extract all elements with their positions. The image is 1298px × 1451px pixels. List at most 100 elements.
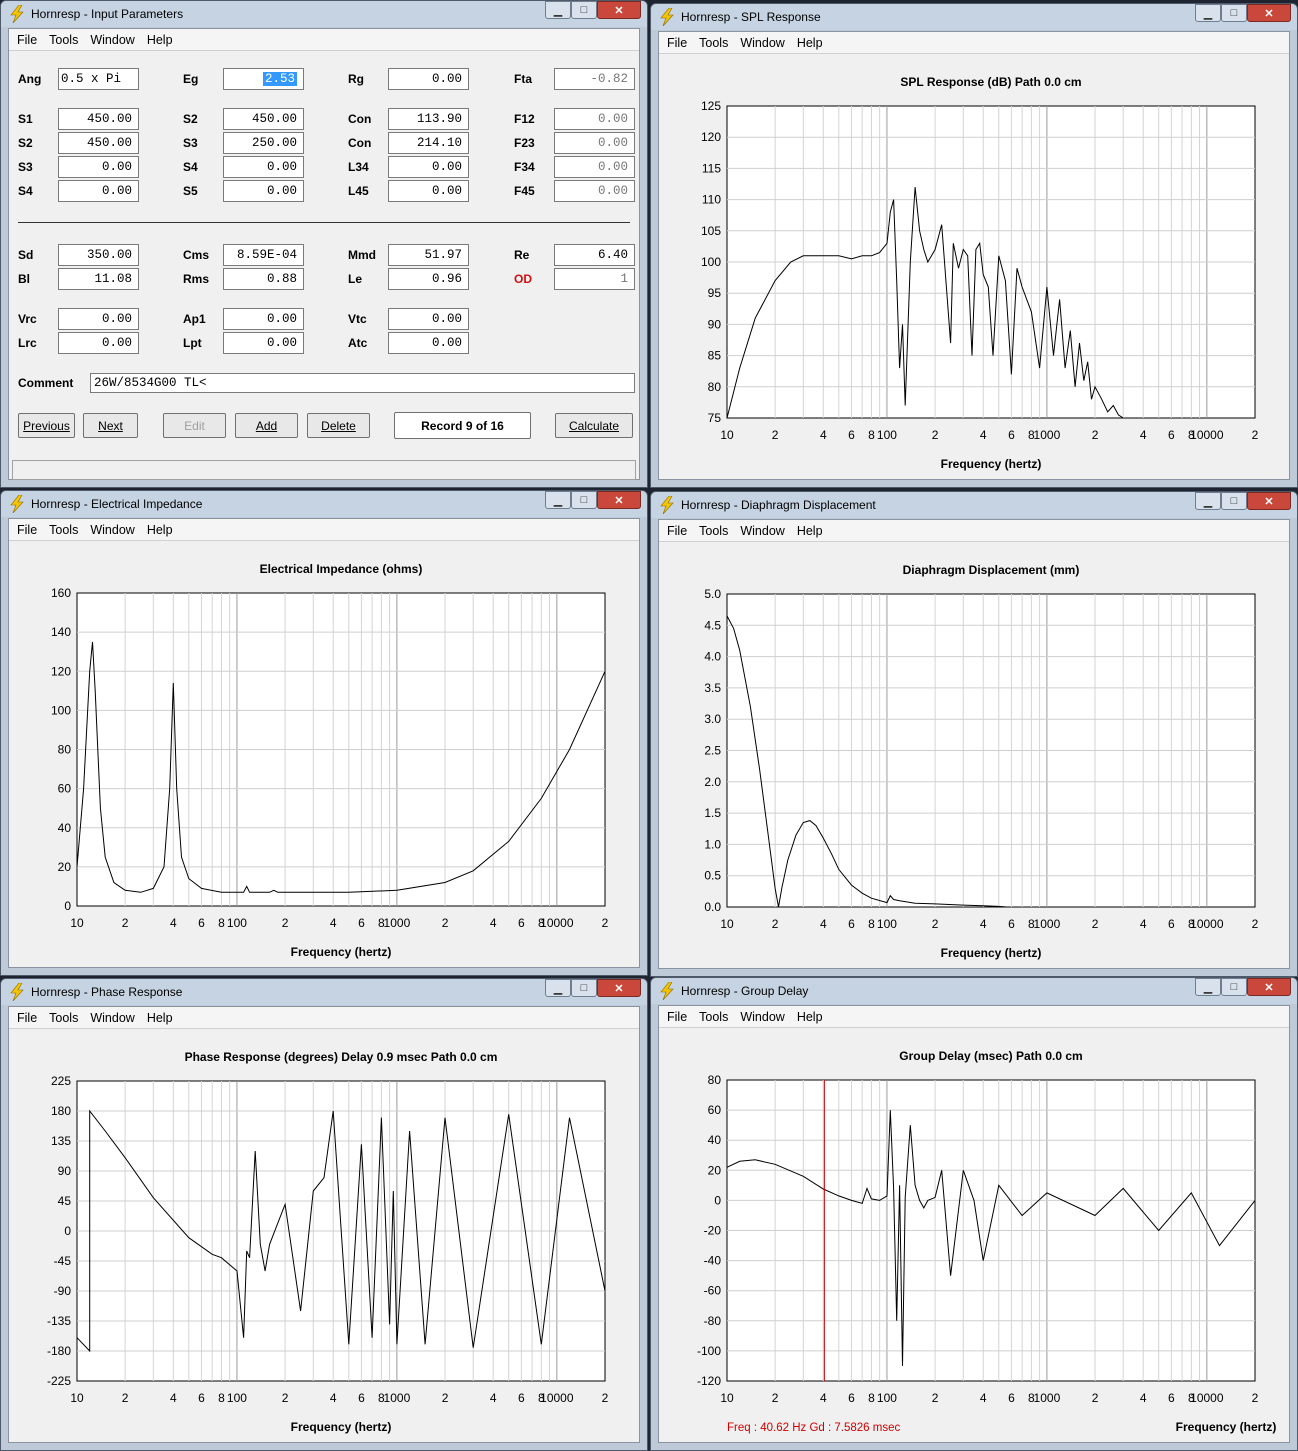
menu-tools[interactable]: Tools	[49, 32, 79, 47]
plot-area[interactable]: Electrical Impedance (ohms) 160 140 120 100 8…	[9, 541, 639, 967]
menu-help[interactable]: Help	[146, 32, 173, 47]
previous-button[interactable]: Previous	[18, 413, 75, 438]
title-bar[interactable]: Hornresp - SPL Response ▁ □ ✕	[651, 4, 1297, 30]
plot-area[interactable]: SPL Response (dB) Path 0.0 cm 125 120 115 11…	[659, 54, 1289, 479]
menu-window[interactable]: Window	[740, 523, 785, 538]
menu-help[interactable]: Help	[796, 35, 823, 50]
close-button[interactable]: ✕	[1247, 492, 1291, 510]
param-field[interactable]: 113.90	[388, 108, 469, 130]
minimize-button[interactable]: ▁	[545, 491, 571, 509]
close-button[interactable]: ✕	[1247, 4, 1291, 22]
param-field[interactable]: 8.59E-04	[223, 244, 304, 266]
plot-area[interactable]: Diaphragm Displacement (mm) 5.0 4.5 4.0 3.5 3…	[659, 542, 1289, 968]
title-bar[interactable]: Hornresp - Group Delay ▁ □ ✕	[651, 978, 1297, 1004]
param-field[interactable]: 2.53	[223, 68, 304, 90]
menu-tools[interactable]: Tools	[699, 523, 729, 538]
close-button[interactable]: ✕	[597, 979, 641, 997]
x-tick-label: 6	[198, 916, 205, 930]
param-field[interactable]: 11.08	[58, 268, 139, 290]
delete-button[interactable]: Delete	[307, 413, 370, 438]
menu-tools[interactable]: Tools	[699, 35, 729, 50]
param-field[interactable]: 0.00	[388, 68, 469, 90]
minimize-button[interactable]: ▁	[1195, 4, 1221, 22]
param-field[interactable]: 0.00	[223, 332, 304, 354]
param-field[interactable]: 6.40	[554, 244, 635, 266]
close-button[interactable]: ✕	[597, 1, 641, 19]
menu-help[interactable]: Help	[146, 1010, 173, 1025]
param-field[interactable]: 250.00	[223, 132, 304, 154]
param-value: 0.00	[101, 184, 132, 198]
param-field[interactable]: 0.00	[223, 180, 304, 202]
minimize-button[interactable]: ▁	[1195, 492, 1221, 510]
param-value: 11.08	[94, 272, 132, 286]
group-delay-window[interactable]: Hornresp - Group Delay ▁ □ ✕ File Tools …	[650, 977, 1298, 1451]
maximize-button[interactable]: □	[571, 491, 597, 509]
param-field[interactable]: 350.00	[58, 244, 139, 266]
menu-tools[interactable]: Tools	[49, 522, 79, 537]
menu-file[interactable]: File	[667, 523, 688, 538]
title-bar[interactable]: Hornresp - Diaphragm Displacement ▁ □ ✕	[651, 492, 1297, 518]
electrical-impedance-window[interactable]: Hornresp - Electrical Impedance ▁ □ ✕ Fi…	[0, 490, 648, 976]
next-button[interactable]: Next	[83, 413, 138, 438]
minimize-button[interactable]: ▁	[545, 979, 571, 997]
menu-file[interactable]: File	[17, 1010, 38, 1025]
title-bar[interactable]: Hornresp - Input Parameters ▁ □ ✕	[1, 1, 647, 27]
close-button[interactable]: ✕	[1247, 978, 1291, 996]
param-field[interactable]: 0.88	[223, 268, 304, 290]
param-field[interactable]: 450.00	[223, 108, 304, 130]
menu-help[interactable]: Help	[796, 523, 823, 538]
maximize-button[interactable]: □	[1221, 4, 1247, 22]
menu-tools[interactable]: Tools	[699, 1009, 729, 1024]
menu-file[interactable]: File	[667, 1009, 688, 1024]
menu-window[interactable]: Window	[90, 32, 135, 47]
param-field[interactable]: 0.00	[388, 156, 469, 178]
plot-area[interactable]: Group Delay (msec) Path 0.0 cm 80 60 40 20 0 -…	[659, 1028, 1289, 1442]
param-field[interactable]: 0.00	[388, 180, 469, 202]
menu-file[interactable]: File	[667, 35, 688, 50]
param-field[interactable]: 450.00	[58, 132, 139, 154]
param-field[interactable]: 0.5 x Pi	[58, 68, 139, 90]
maximize-button[interactable]: □	[1221, 978, 1247, 996]
phase-response-window[interactable]: Hornresp - Phase Response ▁ □ ✕ File Too…	[0, 978, 648, 1451]
calculate-button[interactable]: Calculate	[555, 413, 633, 438]
title-bar[interactable]: Hornresp - Phase Response ▁ □ ✕	[1, 979, 647, 1005]
menu-window[interactable]: Window	[90, 522, 135, 537]
param-field[interactable]: 0.00	[58, 332, 139, 354]
menu-help[interactable]: Help	[146, 522, 173, 537]
edit-button[interactable]: Edit	[163, 413, 226, 438]
param-field[interactable]: 0.00	[58, 180, 139, 202]
maximize-button[interactable]: □	[571, 1, 597, 19]
menu-tools[interactable]: Tools	[49, 1010, 79, 1025]
param-field[interactable]: 0.00	[388, 332, 469, 354]
param-field[interactable]: 0.96	[388, 268, 469, 290]
param-field[interactable]: 450.00	[58, 108, 139, 130]
y-tick-label: 40	[708, 1133, 722, 1147]
menu-window[interactable]: Window	[740, 35, 785, 50]
spl-response-window[interactable]: Hornresp - SPL Response ▁ □ ✕ File Tools…	[650, 3, 1298, 488]
param-field[interactable]: 0.00	[223, 308, 304, 330]
maximize-button[interactable]: □	[1221, 492, 1247, 510]
menu-help[interactable]: Help	[796, 1009, 823, 1024]
add-button[interactable]: Add	[235, 413, 298, 438]
param-field[interactable]: 0.00	[388, 308, 469, 330]
minimize-button[interactable]: ▁	[545, 1, 571, 19]
maximize-button[interactable]: □	[571, 979, 597, 997]
param-label: F23	[514, 136, 535, 150]
menu-file[interactable]: File	[17, 32, 38, 47]
minimize-button[interactable]: ▁	[1195, 978, 1221, 996]
close-button[interactable]: ✕	[597, 491, 641, 509]
diaphragm-displacement-window[interactable]: Hornresp - Diaphragm Displacement ▁ □ ✕ …	[650, 491, 1298, 977]
y-tick-label: 3.0	[704, 712, 721, 726]
menu-window[interactable]: Window	[740, 1009, 785, 1024]
title-bar[interactable]: Hornresp - Electrical Impedance ▁ □ ✕	[1, 491, 647, 517]
input-parameters-window[interactable]: Hornresp - Input Parameters ▁ □ ✕ File T…	[0, 0, 648, 488]
param-field[interactable]: 0.00	[58, 156, 139, 178]
param-field[interactable]: 0.00	[223, 156, 304, 178]
param-field[interactable]: 0.00	[58, 308, 139, 330]
param-field[interactable]: 214.10	[388, 132, 469, 154]
menu-file[interactable]: File	[17, 522, 38, 537]
menu-window[interactable]: Window	[90, 1010, 135, 1025]
comment-field[interactable]: 26W/8534G00 TL<	[90, 373, 635, 393]
param-field[interactable]: 51.97	[388, 244, 469, 266]
plot-area[interactable]: Phase Response (degrees) Delay 0.9 msec …	[9, 1029, 639, 1442]
